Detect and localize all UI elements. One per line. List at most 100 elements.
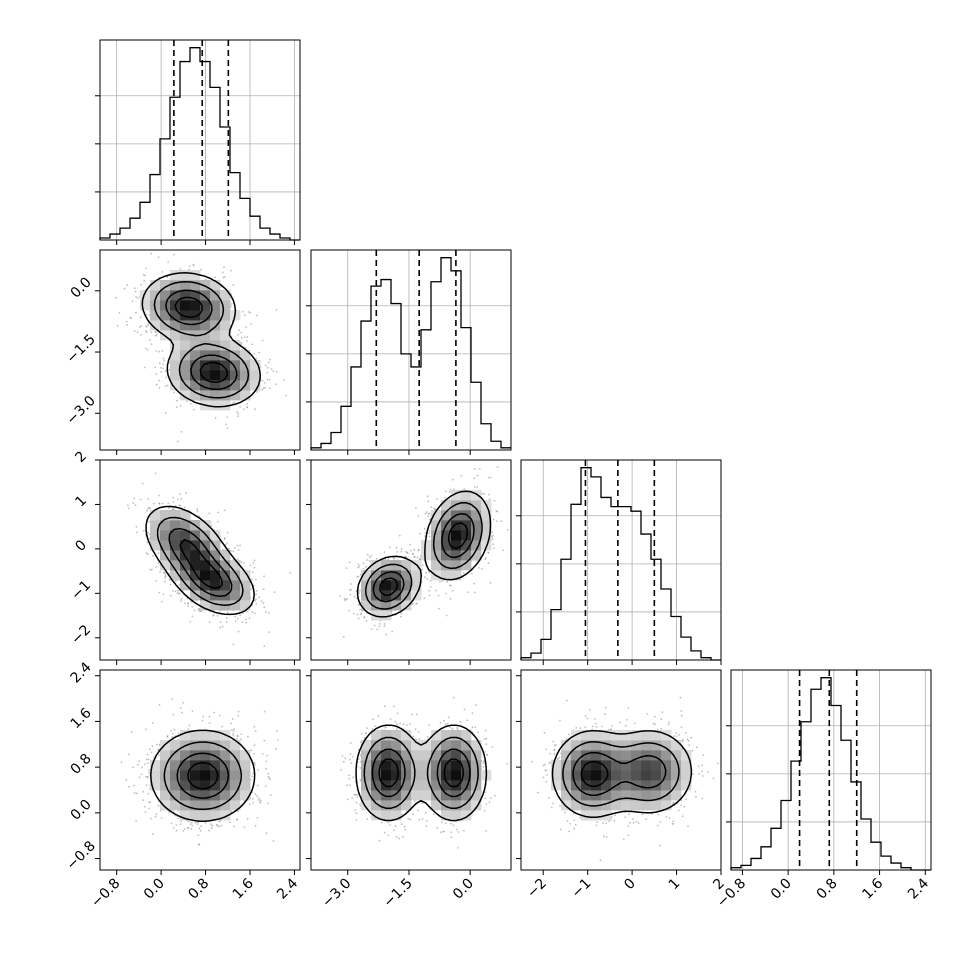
density-cell [461, 540, 472, 551]
scatter-point [269, 387, 271, 390]
scatter-point [225, 423, 227, 426]
scatter-point [123, 287, 126, 290]
scatter-point [246, 336, 249, 338]
scatter-point [415, 506, 417, 509]
density-cell [170, 530, 181, 541]
scatter-point [177, 589, 180, 592]
scatter-point [239, 406, 242, 408]
scatter-point [366, 559, 368, 561]
scatter-point [285, 394, 287, 397]
scatter-point [355, 597, 358, 600]
scatter-point [409, 549, 412, 552]
density-cell [190, 300, 201, 311]
scatter-point [492, 518, 495, 521]
scatter-point [237, 630, 240, 633]
scatter-point [493, 547, 495, 549]
scatter-point [252, 562, 255, 564]
scatter-point [256, 314, 258, 317]
scatter-point [365, 620, 368, 622]
density-cell [471, 510, 482, 521]
density-cell [411, 570, 422, 581]
scatter-point [164, 577, 167, 579]
scatter-point [180, 600, 182, 602]
scatter-point [159, 571, 162, 573]
density-cell [200, 540, 211, 551]
density-cell [180, 390, 191, 401]
density-cell [461, 560, 472, 571]
scatter-point [239, 614, 242, 617]
scatter-point [188, 724, 191, 727]
scatter-point [254, 599, 256, 602]
density-cell [451, 550, 462, 561]
scatter-point [260, 600, 263, 603]
density-cell [210, 290, 221, 301]
scatter-point [495, 520, 498, 523]
scatter-point [237, 412, 240, 415]
scatter-point [153, 502, 155, 505]
scatter-point [449, 598, 452, 600]
scatter-point [169, 594, 172, 597]
scatter-point [489, 582, 492, 584]
density-cell [431, 560, 442, 571]
density-cell [210, 280, 221, 291]
scatter-point [154, 366, 157, 369]
scatter-point [174, 590, 177, 593]
density-cell [220, 550, 231, 561]
scatter-point [428, 535, 431, 538]
grid [311, 250, 511, 450]
scatter-point [246, 610, 249, 613]
density-cell [461, 520, 472, 531]
scatter-point [485, 556, 487, 559]
scatter-point [239, 544, 242, 547]
density-cell [461, 500, 472, 511]
scatter-point [255, 578, 257, 581]
density-cell [210, 370, 221, 381]
scatter-point [136, 297, 139, 299]
scatter-point [180, 430, 183, 433]
scatter-point [453, 488, 455, 491]
scatter-point [391, 630, 394, 633]
scatter-point [348, 609, 351, 612]
scatter-point [179, 404, 182, 407]
density-cell [371, 580, 382, 591]
scatter-point [368, 556, 371, 558]
density-cell [240, 370, 251, 381]
scatter-point [496, 466, 499, 468]
scatter-point [251, 343, 254, 346]
grid [731, 670, 931, 870]
scatter-point [246, 402, 249, 405]
scatter-point [234, 620, 237, 622]
scatter-point [445, 592, 448, 595]
density-cell [200, 370, 211, 381]
scatter-point [366, 553, 369, 556]
scatter-point [357, 563, 360, 566]
density-cell [250, 370, 261, 381]
scatter-point [268, 777, 270, 779]
scatter-point [283, 379, 285, 381]
scatter-point [250, 358, 253, 361]
scatter-point [234, 547, 236, 549]
scatter-point [226, 416, 229, 419]
density-cell [230, 390, 241, 401]
scatter-point [143, 279, 146, 282]
scatter-point [196, 510, 199, 513]
scatter-point [139, 498, 142, 501]
panel-frame [310, 459, 512, 661]
density-cell [371, 570, 382, 581]
scatter-point [200, 268, 203, 271]
scatter-point [208, 621, 211, 623]
scatter-point [492, 534, 494, 537]
scatter-point [270, 368, 273, 370]
scatter-point [353, 595, 356, 598]
scatter-point [234, 615, 237, 618]
density-cell [230, 590, 241, 601]
scatter-point [251, 797, 254, 800]
density-cell [190, 380, 201, 391]
scatter-point [155, 383, 158, 386]
density-cell [230, 350, 241, 361]
scatter-point [152, 555, 154, 557]
histogram-p0 [95, 39, 301, 241]
scatter-point [165, 376, 168, 379]
scatter-point [481, 492, 484, 495]
contour-line [364, 502, 483, 610]
